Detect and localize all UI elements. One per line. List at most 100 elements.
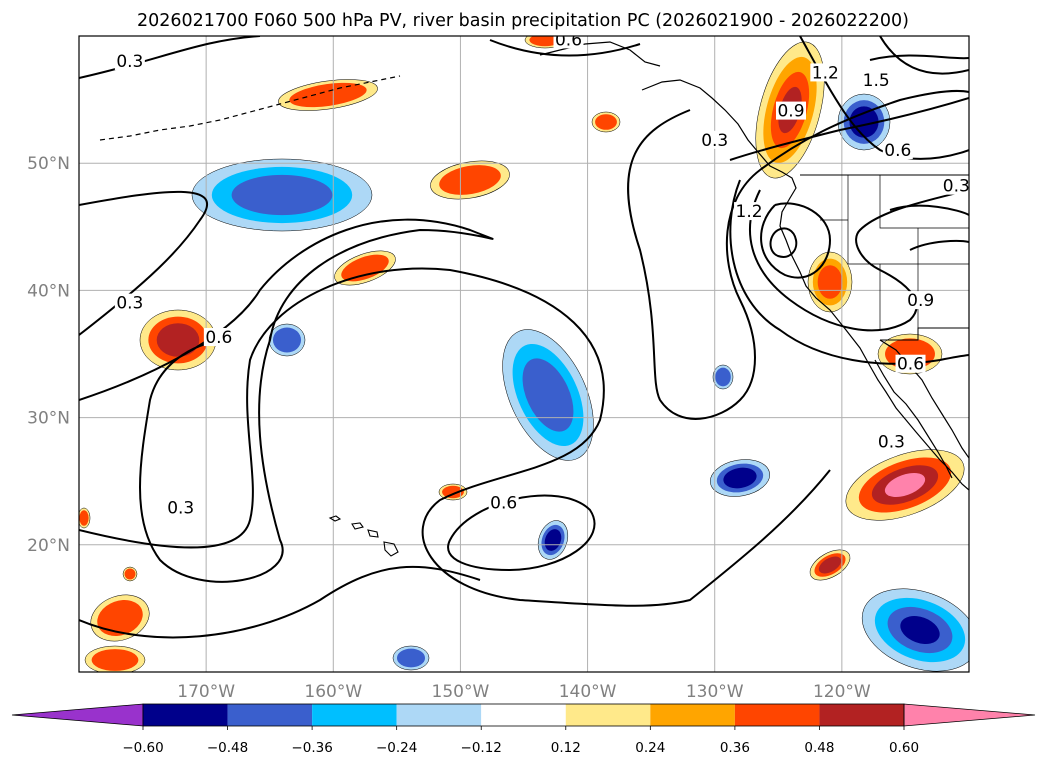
pv-contour-label: 1.2: [812, 63, 839, 83]
precip-pos-mexico: [845, 449, 965, 521]
pv-contour-label-bg: [861, 71, 892, 90]
pv-contour-0.3-west: [79, 190, 208, 336]
pv-contour-0.3-east-wave: [627, 89, 969, 420]
pv-contour-0.3-mid: [79, 565, 481, 639]
pv-contour-label-bg: [553, 36, 584, 49]
hawaiian-islands: [328, 515, 399, 557]
pv-contour-1.2-east: [760, 202, 832, 279]
pv-contour-label-bg: [488, 493, 519, 512]
pv-contour-label-bg: [882, 141, 913, 160]
colorbar-tick-label: 0.12: [551, 740, 581, 756]
lon-tick-label: 160°W: [304, 682, 362, 702]
lat-tick-label: 30°N: [27, 409, 70, 429]
colorbar-bin: [819, 704, 904, 726]
coastline-alaska-south: [539, 41, 661, 67]
pv-contour-0.6-east: [729, 97, 969, 365]
pv-contour-1.5-core: [769, 227, 798, 258]
precip-pos-dot-2: [79, 507, 91, 529]
precip-neg-central-pacific: [502, 329, 594, 461]
colorbar-tick-label: 0.60: [889, 740, 919, 756]
precip-pos-mid-north: [334, 250, 396, 286]
figure-title: 2026021700 F060 500 hPa PV, river basin …: [137, 11, 909, 31]
precipitation-shading: [79, 36, 969, 672]
lon-tick-label: 130°W: [686, 682, 744, 702]
pv-contour-0.6-loop: [79, 218, 494, 583]
pv-contour-label: 0.6: [555, 30, 582, 50]
pv-contour-0.3-north: [79, 36, 641, 79]
lon-tick-label: 120°W: [813, 682, 871, 702]
precip-pos-southwest: [84, 645, 146, 672]
precip-neg-south-central: [537, 520, 569, 560]
map-frame: [78, 35, 970, 673]
colorbar-tick-label: 0.48: [804, 740, 834, 756]
colorbar-tick-label: −0.36: [291, 740, 332, 756]
pv-contours: [79, 36, 969, 639]
precip-neg-hawaii-east: [710, 459, 770, 497]
pv-contour-label: 0.3: [167, 498, 194, 518]
pv-contour-label: 0.3: [943, 177, 970, 197]
precip-pos-dot-1: [122, 566, 138, 582]
colorbar-over-extend: [903, 703, 1036, 727]
pv-contour-0.6-basin: [889, 204, 969, 251]
coastline-north-america: [641, 79, 969, 491]
colorbar-bin: [565, 704, 651, 726]
pv-contour-label-bg: [165, 498, 196, 517]
lon-tick-label: 140°W: [559, 682, 617, 702]
aleutian-islands: [99, 75, 401, 141]
pv-contour-labels: 0.3 0.3 0.6 0.3 0.6 0.6 0.3 0.9 1.2 1.5 0.6 0.3 1.2 0…: [114, 30, 970, 518]
precip-pos-west: [139, 309, 217, 371]
pv-contour-label-bg: [776, 101, 806, 120]
pv-contour-label: 0.6: [884, 141, 911, 161]
colorbar-tick-label: 0.24: [635, 740, 665, 756]
longitude-tick-labels: 170°W 160°W 150°W 140°W 130°W 120°W: [177, 682, 871, 702]
colorbar-tick-label: −0.48: [207, 740, 248, 756]
pv-contour-label-bg: [905, 291, 936, 310]
pv-contour-label-bg: [203, 328, 234, 347]
pv-contour-label: 0.3: [878, 432, 905, 452]
map-panel: 0.3 0.3 0.6 0.3 0.6 0.6 0.3 0.9 1.2 1.5 0.6 0.3 1.2 0…: [78, 30, 970, 673]
colorbar-bin: [312, 704, 397, 726]
pv-contour-label: 0.9: [907, 291, 934, 311]
colorbar-tick-label: −0.24: [376, 740, 417, 756]
lat-tick-label: 20°N: [27, 536, 70, 556]
precip-neg-western-mid: [268, 323, 306, 357]
pv-contour-label-bg: [699, 130, 730, 149]
precip-pos-subtropic: [809, 549, 851, 581]
latitude-tick-labels: 50°N 40°N 30°N 20°N: [27, 154, 70, 556]
colorbar-bin: [143, 704, 228, 726]
colorbar-bin: [650, 704, 735, 726]
pv-contour-label: 0.6: [205, 328, 232, 348]
pv-contour-label-bg: [810, 63, 841, 82]
pv-contour-label: 0.3: [701, 131, 728, 151]
pv-contour-label: 0.6: [897, 355, 924, 375]
us-mexico-border: [880, 327, 969, 341]
lon-tick-label: 170°W: [177, 682, 235, 702]
colorbar-tick-label: 0.36: [720, 740, 750, 756]
pv-contour-label-bg: [114, 51, 145, 70]
pv-contour-label: 0.3: [116, 52, 143, 72]
colorbar-bin: [481, 704, 566, 726]
precip-neg-southeast: [861, 588, 969, 672]
colorbar-bin: [734, 704, 820, 726]
colorbar-bin: [396, 704, 482, 726]
precip-pos-small-north: [591, 111, 621, 133]
pv-contour-label-bg: [876, 432, 907, 451]
lat-tick-label: 50°N: [27, 154, 70, 174]
pv-contour-label: 0.6: [490, 493, 517, 513]
pv-contour-1.5-north: [879, 36, 969, 75]
colorbar-frame: [142, 703, 905, 727]
pv-contour-label: 0.9: [777, 102, 804, 122]
precip-pos-aleutian: [278, 79, 378, 111]
precip-neg-small-1: [712, 364, 734, 390]
pv-contour-label-bg: [941, 176, 969, 195]
state-borders: [820, 175, 969, 330]
precip-neg-gulf-of-alaska: [191, 158, 373, 232]
colorbar-under-extend: [11, 703, 144, 727]
pv-contour-label: 0.3: [116, 294, 143, 314]
precip-pos-gulf-mid: [430, 160, 510, 200]
pv-contour-label-bg: [734, 202, 765, 221]
colorbar-tick-label: −0.60: [122, 740, 163, 756]
colorbar-bin: [227, 704, 313, 726]
pv-contour-0.3-ring: [79, 267, 831, 607]
